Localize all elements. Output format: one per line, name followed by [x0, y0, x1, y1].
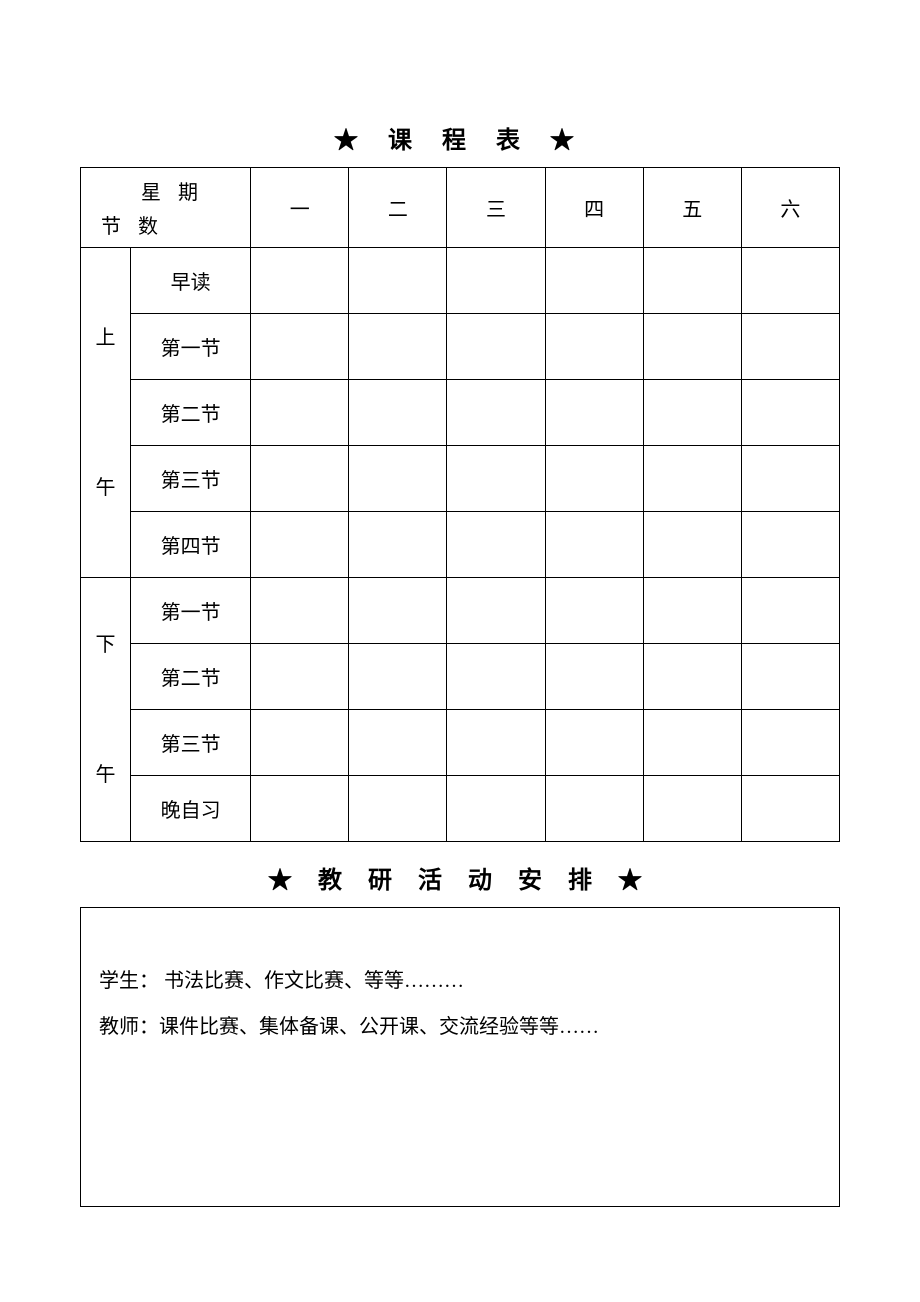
schedule-cell	[741, 446, 839, 512]
session-morning-bottom: 午	[81, 463, 130, 513]
table-row: 下 午 第一节	[81, 578, 840, 644]
schedule-cell	[349, 710, 447, 776]
schedule-cell	[643, 380, 741, 446]
schedule-cell	[349, 446, 447, 512]
period-label: 第四节	[131, 512, 251, 578]
schedule-cell	[545, 710, 643, 776]
day-header-6: 六	[741, 168, 839, 248]
schedule-cell	[643, 578, 741, 644]
schedule-table: 星 期 节 数 一 二 三 四 五 六 上 午 早读 第一节 第二节	[80, 167, 840, 842]
schedule-cell	[251, 578, 349, 644]
period-label: 第二节	[131, 380, 251, 446]
schedule-title: ★ 课 程 表 ★	[80, 120, 840, 155]
schedule-cell	[643, 644, 741, 710]
activity-student-line: 学生： 书法比赛、作文比赛、等等………	[99, 958, 821, 1004]
student-content: 书法比赛、作文比赛、等等………	[159, 970, 464, 992]
schedule-cell	[447, 644, 545, 710]
schedule-cell	[741, 644, 839, 710]
schedule-cell	[349, 248, 447, 314]
schedule-cell	[741, 248, 839, 314]
period-label: 第三节	[131, 446, 251, 512]
schedule-cell	[545, 314, 643, 380]
schedule-cell	[447, 380, 545, 446]
schedule-cell	[251, 314, 349, 380]
schedule-cell	[741, 314, 839, 380]
table-row: 上 午 早读	[81, 248, 840, 314]
schedule-cell	[251, 776, 349, 842]
period-label: 第一节	[131, 578, 251, 644]
schedule-cell	[251, 512, 349, 578]
day-header-3: 三	[447, 168, 545, 248]
schedule-cell	[447, 710, 545, 776]
schedule-cell	[643, 710, 741, 776]
schedule-cell	[349, 380, 447, 446]
period-label: 晚自习	[131, 776, 251, 842]
schedule-cell	[741, 380, 839, 446]
schedule-cell	[545, 578, 643, 644]
table-row: 第二节	[81, 644, 840, 710]
header-row: 星 期 节 数 一 二 三 四 五 六	[81, 168, 840, 248]
day-header-1: 一	[251, 168, 349, 248]
schedule-cell	[643, 776, 741, 842]
table-row: 第三节	[81, 446, 840, 512]
day-header-4: 四	[545, 168, 643, 248]
header-corner-cell: 星 期 节 数	[81, 168, 251, 248]
schedule-cell	[643, 314, 741, 380]
table-row: 第一节	[81, 314, 840, 380]
session-morning-top: 上	[81, 313, 130, 363]
day-header-2: 二	[349, 168, 447, 248]
schedule-cell	[251, 380, 349, 446]
schedule-cell	[545, 248, 643, 314]
teacher-label: 教师：	[99, 1016, 159, 1038]
schedule-cell	[643, 512, 741, 578]
schedule-cell	[251, 710, 349, 776]
schedule-cell	[349, 578, 447, 644]
schedule-cell	[741, 578, 839, 644]
activity-title: ★ 教 研 活 动 安 排 ★	[80, 860, 840, 895]
schedule-cell	[251, 248, 349, 314]
session-afternoon-bottom: 午	[81, 750, 130, 800]
activity-teacher-line: 教师：课件比赛、集体备课、公开课、交流经验等等……	[99, 1004, 821, 1050]
schedule-cell	[741, 776, 839, 842]
schedule-cell	[447, 314, 545, 380]
period-label: 早读	[131, 248, 251, 314]
teacher-content: 课件比赛、集体备课、公开课、交流经验等等……	[159, 1016, 599, 1038]
table-row: 晚自习	[81, 776, 840, 842]
schedule-cell	[349, 644, 447, 710]
schedule-cell	[545, 512, 643, 578]
schedule-cell	[251, 644, 349, 710]
table-row: 第二节	[81, 380, 840, 446]
schedule-cell	[447, 446, 545, 512]
schedule-cell	[447, 512, 545, 578]
schedule-cell	[447, 248, 545, 314]
session-afternoon: 下 午	[81, 578, 131, 842]
period-label: 第二节	[131, 644, 251, 710]
table-row: 第四节	[81, 512, 840, 578]
schedule-cell	[349, 512, 447, 578]
schedule-cell	[545, 380, 643, 446]
schedule-cell	[545, 446, 643, 512]
day-header-5: 五	[643, 168, 741, 248]
schedule-cell	[447, 578, 545, 644]
session-afternoon-top: 下	[81, 620, 130, 670]
period-label: 第一节	[131, 314, 251, 380]
schedule-cell	[447, 776, 545, 842]
corner-top-label: 星 期	[141, 176, 204, 205]
corner-bottom-label: 节 数	[101, 210, 164, 239]
student-label: 学生：	[99, 970, 159, 992]
schedule-cell	[741, 710, 839, 776]
activity-box: 学生： 书法比赛、作文比赛、等等……… 教师：课件比赛、集体备课、公开课、交流经…	[80, 907, 840, 1207]
session-morning: 上 午	[81, 248, 131, 578]
schedule-cell	[545, 776, 643, 842]
period-label: 第三节	[131, 710, 251, 776]
table-row: 第三节	[81, 710, 840, 776]
schedule-cell	[545, 644, 643, 710]
schedule-cell	[741, 512, 839, 578]
schedule-cell	[349, 314, 447, 380]
schedule-cell	[643, 446, 741, 512]
schedule-cell	[349, 776, 447, 842]
schedule-cell	[643, 248, 741, 314]
schedule-cell	[251, 446, 349, 512]
